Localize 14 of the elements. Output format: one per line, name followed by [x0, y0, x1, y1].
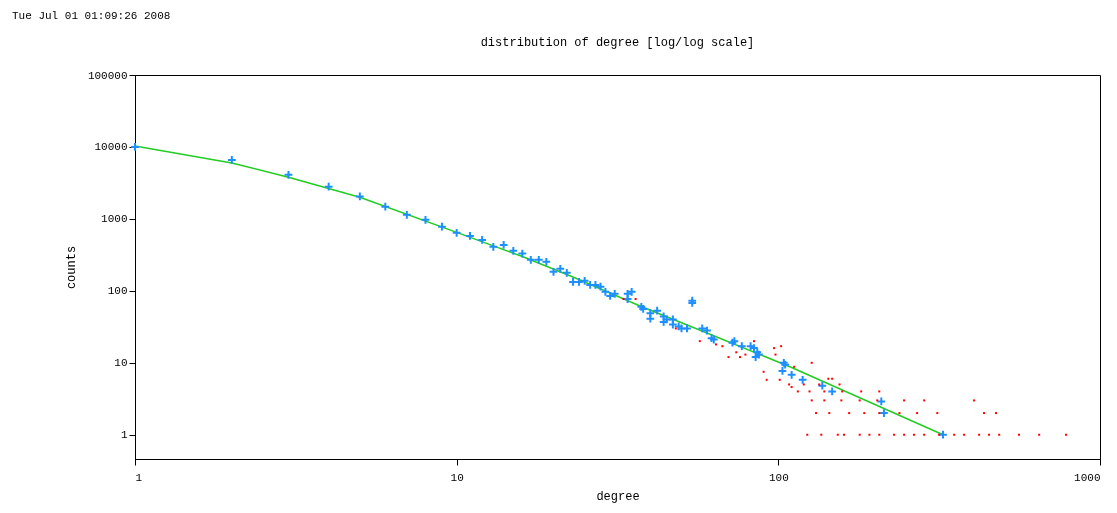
y-tick-label: 10 — [114, 357, 128, 370]
x-tick-label: 100 — [768, 471, 789, 484]
y-tick-label: 100000 — [87, 69, 128, 82]
x-tick-label: 10 — [450, 471, 464, 484]
y-tick-label: 100 — [107, 285, 128, 298]
y-tick-label: 1000 — [101, 213, 128, 226]
x-axis-title: degree — [596, 489, 640, 504]
y-tick-label: 1 — [120, 429, 128, 442]
chart-title: distribution of degree [log/log scale] — [480, 36, 755, 50]
y-axis-title: counts — [64, 245, 79, 290]
x-tick-label: 1000 — [1074, 471, 1101, 484]
y-tick-label: 10000 — [94, 141, 128, 154]
x-tick-label: 1 — [135, 471, 143, 484]
text: Tue Jul 01 01:09:26 2008 — [12, 10, 171, 22]
